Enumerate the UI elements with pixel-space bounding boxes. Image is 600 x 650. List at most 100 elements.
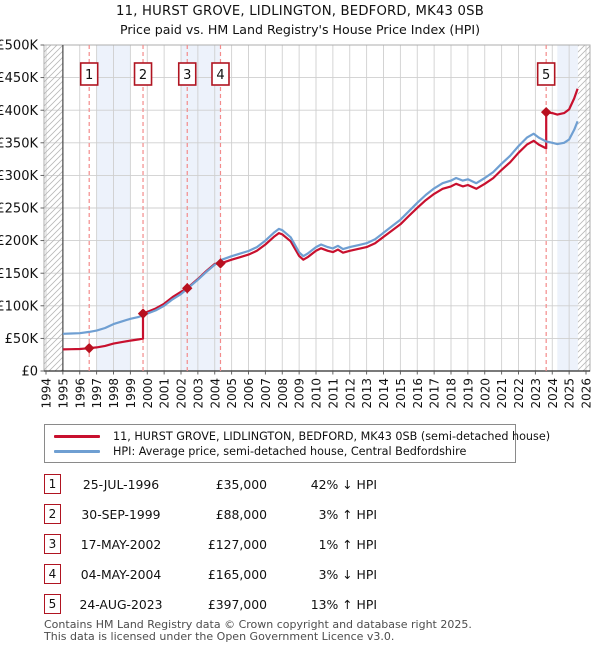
year-tick-label: 2001 xyxy=(158,378,172,409)
sale-hpi-delta: 1% ↑ HPI xyxy=(318,536,377,552)
sale-marker-number: 5 xyxy=(542,68,550,83)
sale-number-badge: 1 xyxy=(44,474,61,494)
sale-marker-box xyxy=(133,62,153,86)
sale-row: 4 04-MAY-2004 £165,000 3% ↓ HPI xyxy=(44,559,464,589)
legend-item-property: 11, HURST GROVE, LIDLINGTON, BEDFORD, MK… xyxy=(45,429,550,444)
price-chart: £0 £50K £100K £150K £200K £250K £300K £350K £400… xyxy=(0,39,594,409)
hpi-line xyxy=(62,120,579,335)
sale-marker-diamond xyxy=(137,308,149,319)
sale-marker-box xyxy=(79,62,99,86)
chart-legend: 11, HURST GROVE, LIDLINGTON, BEDFORD, MK… xyxy=(44,424,550,463)
price-tick-label: £200K xyxy=(0,234,38,249)
year-tick-label: 2003 xyxy=(191,378,205,409)
sale-number-badge: 3 xyxy=(44,534,61,554)
sale-marker-box xyxy=(177,62,197,86)
sale-hpi-delta: 3% ↑ HPI xyxy=(318,506,377,522)
price-tick-label: £0 xyxy=(21,365,38,380)
price-tick-label: £250K xyxy=(0,202,38,217)
sale-marker-number: 3 xyxy=(183,68,191,83)
year-tick-label: 2020 xyxy=(478,378,492,409)
sale-marker-number: 2 xyxy=(139,68,147,83)
sales-table: 1 25-JUL-1996 £35,000 42% ↓ HPI 2 30-SEP… xyxy=(44,469,464,619)
year-tick-label: 1996 xyxy=(73,378,87,409)
price-tick-label: £400K xyxy=(0,104,38,119)
price-tick-label: £100K xyxy=(0,299,38,314)
sale-row: 2 30-SEP-1999 £88,000 3% ↑ HPI xyxy=(44,499,464,529)
no-data-hatch xyxy=(43,45,63,371)
sale-number-badge: 2 xyxy=(44,504,61,524)
legend-item-hpi: HPI: Average price, semi-detached house,… xyxy=(45,444,515,459)
year-tick-label: 2006 xyxy=(242,378,256,409)
sale-row: 5 24-AUG-2023 £397,000 13% ↑ HPI xyxy=(44,589,464,619)
year-tick-label: 2018 xyxy=(445,378,459,409)
sale-marker-box xyxy=(536,62,556,86)
year-tick-label: 2000 xyxy=(141,378,155,409)
sale-hpi-delta: 3% ↓ HPI xyxy=(318,566,377,582)
sale-marker-number: 4 xyxy=(216,68,224,83)
year-tick-label: 2012 xyxy=(343,378,357,409)
year-tick-label: 2026 xyxy=(580,378,594,409)
page-title: 11, HURST GROVE, LIDLINGTON, BEDFORD, MK… xyxy=(116,4,484,19)
year-tick-label: 2004 xyxy=(208,378,222,409)
year-tick-label: 2025 xyxy=(563,378,577,409)
sale-marker-diamond xyxy=(84,342,95,354)
year-tick-label: 2023 xyxy=(529,378,543,409)
footer-line-1: Contains HM Land Registry data © Crown c… xyxy=(44,618,472,631)
year-tick-label: 1997 xyxy=(90,378,104,409)
legend-label: 11, HURST GROVE, LIDLINGTON, BEDFORD, MK… xyxy=(113,430,551,443)
sale-date: 25-JUL-1996 xyxy=(82,476,160,492)
price-tick-label: £300K xyxy=(0,169,38,184)
license-footer: Contains HM Land Registry data © Crown c… xyxy=(44,619,584,643)
footer-line-2: This data is licensed under the Open Gov… xyxy=(44,630,395,643)
year-tick-label: 1998 xyxy=(107,378,121,409)
price-tick-label: £450K xyxy=(0,71,38,86)
year-tick-label: 2015 xyxy=(394,378,408,409)
sale-marker-diamond xyxy=(540,106,552,118)
sale-marker-diamond xyxy=(182,282,193,294)
sale-marker-diamond xyxy=(215,258,226,269)
year-tick-label: 2011 xyxy=(326,378,340,409)
property-line xyxy=(62,88,579,351)
sale-row: 1 25-JUL-1996 £35,000 42% ↓ HPI xyxy=(44,469,464,499)
year-tick-label: 2002 xyxy=(175,378,189,409)
hpi-line-swatch xyxy=(54,450,100,453)
year-tick-label: 1995 xyxy=(56,378,70,409)
price-tick-label: £500K xyxy=(0,39,38,54)
year-tick-label: 2019 xyxy=(461,378,475,409)
year-tick-label: 2010 xyxy=(310,378,324,409)
sale-marker-box xyxy=(211,62,230,86)
sale-price: £88,000 xyxy=(215,506,267,522)
sale-price: £397,000 xyxy=(207,596,267,612)
year-tick-label: 2008 xyxy=(276,378,290,409)
sale-price: £35,000 xyxy=(215,476,267,492)
sale-hpi-delta: 13% ↑ HPI xyxy=(310,596,377,612)
sale-number-badge: 4 xyxy=(44,564,61,584)
year-tick-label: 2009 xyxy=(293,378,307,409)
year-tick-label: 2016 xyxy=(411,378,425,409)
sale-row: 3 17-MAY-2002 £127,000 1% ↑ HPI xyxy=(44,529,464,559)
year-tick-label: 2007 xyxy=(259,378,273,409)
year-tick-label: 2013 xyxy=(360,378,374,409)
year-tick-label: 2022 xyxy=(512,378,526,409)
price-tick-label: £150K xyxy=(0,267,38,282)
price-tick-label: £50K xyxy=(5,332,39,347)
property-line-swatch xyxy=(54,435,100,438)
sale-hpi-delta: 42% ↓ HPI xyxy=(310,476,377,492)
sale-price: £127,000 xyxy=(207,536,267,552)
sale-marker-number: 1 xyxy=(85,68,93,83)
price-tick-label: £350K xyxy=(0,136,38,151)
year-tick-label: 2017 xyxy=(428,378,442,409)
sale-price: £165,000 xyxy=(207,566,267,582)
sale-date: 30-SEP-1999 xyxy=(81,506,161,522)
page-subtitle: Price paid vs. HM Land Registry's House … xyxy=(119,22,481,37)
legend-label: HPI: Average price, semi-detached house,… xyxy=(113,445,467,458)
no-data-hatch xyxy=(577,45,591,371)
year-tick-label: 2024 xyxy=(546,378,560,409)
year-tick-label: 2014 xyxy=(377,378,391,409)
sale-date: 24-AUG-2023 xyxy=(79,596,163,612)
year-tick-label: 1994 xyxy=(40,378,54,409)
sale-number-badge: 5 xyxy=(44,594,61,614)
sale-date: 04-MAY-2004 xyxy=(80,566,162,582)
year-tick-label: 1999 xyxy=(124,378,138,409)
